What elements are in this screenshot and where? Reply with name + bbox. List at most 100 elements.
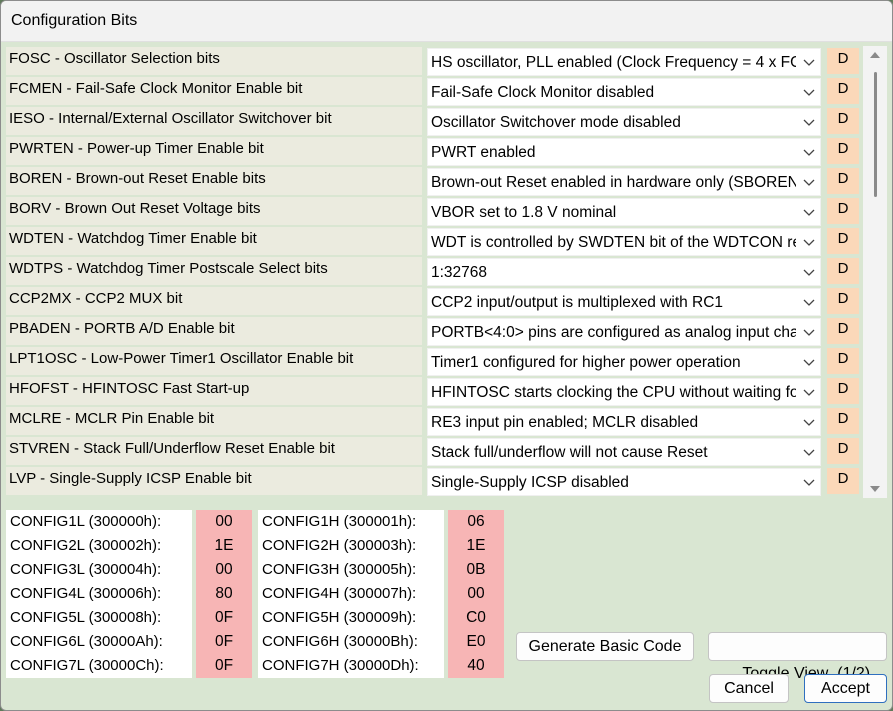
config-register-label: CONFIG1L (300000h): bbox=[10, 513, 162, 530]
config-register-label: CONFIG4H (300007h): bbox=[262, 585, 417, 602]
config-register-value: 0B bbox=[466, 561, 486, 578]
config-register-label: CONFIG1H (300001h): bbox=[262, 513, 417, 530]
chevron-down-icon[interactable] bbox=[802, 325, 816, 339]
scrollbar-thumb[interactable] bbox=[874, 72, 877, 197]
setting-label: PBADEN - PORTB A/D Enable bit bbox=[6, 317, 422, 345]
setting-dropdown[interactable]: Oscillator Switchover mode disabled bbox=[427, 108, 821, 136]
setting-value: 1:32768 bbox=[431, 264, 488, 281]
scroll-down-icon[interactable] bbox=[870, 486, 880, 492]
setting-dropdown[interactable]: PORTB<4:0> pins are configured as analog… bbox=[427, 318, 821, 346]
default-flag: D bbox=[827, 318, 859, 344]
setting-row: STVREN - Stack Full/Underflow Reset Enab… bbox=[6, 436, 866, 466]
chevron-down-icon[interactable] bbox=[802, 355, 816, 369]
setting-dropdown[interactable]: Brown-out Reset enabled in hardware only… bbox=[427, 168, 821, 196]
config-register-value: 1E bbox=[214, 537, 234, 554]
setting-value: VBOR set to 1.8 V nominal bbox=[431, 204, 617, 221]
window-title: Configuration Bits bbox=[11, 12, 138, 29]
config-register-label: CONFIG7H (30000Dh): bbox=[262, 657, 419, 674]
settings-scrollbar[interactable] bbox=[863, 46, 887, 498]
setting-dropdown[interactable]: WDT is controlled by SWDTEN bit of the W… bbox=[427, 228, 821, 256]
config-register-label: CONFIG6L (30000Ah): bbox=[10, 633, 163, 650]
config-register-value: E0 bbox=[466, 633, 486, 650]
setting-dropdown[interactable]: Stack full/underflow will not cause Rese… bbox=[427, 438, 821, 466]
config-register-value: 80 bbox=[215, 585, 233, 602]
chevron-down-icon[interactable] bbox=[802, 475, 816, 489]
config-register-value: 00 bbox=[467, 585, 485, 602]
chevron-down-icon[interactable] bbox=[802, 445, 816, 459]
setting-dropdown[interactable]: Single-Supply ICSP disabled bbox=[427, 468, 821, 496]
setting-row: HFOFST - HFINTOSC Fast Start-up HFINTOSC … bbox=[6, 376, 866, 406]
setting-value: PORTB<4:0> pins are configured as analog… bbox=[431, 324, 796, 341]
setting-value: HFINTOSC starts clocking the CPU without… bbox=[431, 384, 796, 401]
config-low-labels: CONFIG1L (300000h): CONFIG2L (300002h): CO… bbox=[6, 510, 192, 678]
setting-label: FCMEN - Fail-Safe Clock Monitor Enable b… bbox=[6, 77, 422, 105]
setting-row: BORV - Brown Out Reset Voltage bits VBOR … bbox=[6, 196, 866, 226]
config-register-value: 0F bbox=[214, 609, 234, 626]
setting-label: HFOFST - HFINTOSC Fast Start-up bbox=[6, 377, 422, 405]
setting-dropdown[interactable]: PWRT enabled bbox=[427, 138, 821, 166]
chevron-down-icon[interactable] bbox=[802, 235, 816, 249]
setting-value: Oscillator Switchover mode disabled bbox=[431, 114, 681, 131]
setting-dropdown[interactable]: HS oscillator, PLL enabled (Clock Freque… bbox=[427, 48, 821, 76]
config-register-label: CONFIG5H (300009h): bbox=[262, 609, 417, 626]
setting-dropdown[interactable]: 1:32768 bbox=[427, 258, 821, 286]
setting-row: WDTPS - Watchdog Timer Postscale Select … bbox=[6, 256, 866, 286]
setting-row: FOSC - Oscillator Selection bits HS oscil… bbox=[6, 46, 866, 76]
setting-row: MCLRE - MCLR Pin Enable bit RE3 input pin… bbox=[6, 406, 866, 436]
default-flag: D bbox=[827, 168, 859, 194]
setting-value: PWRT enabled bbox=[431, 144, 536, 161]
setting-row: PBADEN - PORTB A/D Enable bit PORTB<4:0> … bbox=[6, 316, 866, 346]
generate-basic-code-button[interactable]: Generate Basic Code bbox=[516, 632, 694, 661]
title-bar: Configuration Bits bbox=[1, 1, 892, 42]
setting-row: FCMEN - Fail-Safe Clock Monitor Enable b… bbox=[6, 76, 866, 106]
chevron-down-icon[interactable] bbox=[802, 295, 816, 309]
setting-label: STVREN - Stack Full/Underflow Reset Enab… bbox=[6, 437, 422, 465]
chevron-down-icon[interactable] bbox=[802, 205, 816, 219]
config-register-value: 00 bbox=[215, 513, 233, 530]
config-register-value: 0F bbox=[214, 657, 234, 674]
setting-label: IESO - Internal/External Oscillator Swit… bbox=[6, 107, 422, 135]
chevron-down-icon[interactable] bbox=[802, 55, 816, 69]
scroll-up-icon[interactable] bbox=[870, 52, 880, 58]
setting-dropdown[interactable]: HFINTOSC starts clocking the CPU without… bbox=[427, 378, 821, 406]
chevron-down-icon[interactable] bbox=[802, 415, 816, 429]
config-register-value: C0 bbox=[466, 609, 486, 626]
chevron-down-icon[interactable] bbox=[802, 85, 816, 99]
config-register-label: CONFIG6H (30000Bh): bbox=[262, 633, 418, 650]
default-flag: D bbox=[827, 288, 859, 314]
cancel-button[interactable]: Cancel bbox=[709, 674, 789, 703]
accept-button[interactable]: Accept bbox=[804, 674, 887, 703]
toggle-view-button[interactable]: Toggle View (1/2) bbox=[708, 632, 887, 682]
setting-row: WDTEN - Watchdog Timer Enable bit WDT is … bbox=[6, 226, 866, 256]
setting-dropdown[interactable]: Timer1 configured for higher power opera… bbox=[427, 348, 821, 376]
default-flag: D bbox=[827, 408, 859, 434]
setting-row: CCP2MX - CCP2 MUX bit CCP2 input/output i… bbox=[6, 286, 866, 316]
setting-label: LPT1OSC - Low-Power Timer1 Oscillator En… bbox=[6, 347, 422, 375]
config-high-labels: CONFIG1H (300001h): CONFIG2H (300003h): CO… bbox=[258, 510, 444, 678]
setting-label: WDTPS - Watchdog Timer Postscale Select … bbox=[6, 257, 422, 285]
chevron-down-icon[interactable] bbox=[802, 265, 816, 279]
chevron-down-icon[interactable] bbox=[802, 115, 816, 129]
setting-value: Single-Supply ICSP disabled bbox=[431, 474, 629, 491]
config-register-label: CONFIG4L (300006h): bbox=[10, 585, 162, 602]
setting-dropdown[interactable]: Fail-Safe Clock Monitor disabled bbox=[427, 78, 821, 106]
setting-row: PWRTEN - Power-up Timer Enable bit PWRT e… bbox=[6, 136, 866, 166]
config-register-label: CONFIG2H (300003h): bbox=[262, 537, 417, 554]
setting-label: BOREN - Brown-out Reset Enable bits bbox=[6, 167, 422, 195]
setting-dropdown[interactable]: CCP2 input/output is multiplexed with RC… bbox=[427, 288, 821, 316]
config-register-label: CONFIG3H (300005h): bbox=[262, 561, 417, 578]
chevron-down-icon[interactable] bbox=[802, 175, 816, 189]
chevron-down-icon[interactable] bbox=[802, 145, 816, 159]
config-register-value: 0F bbox=[214, 633, 234, 650]
config-register-value: 06 bbox=[467, 513, 485, 530]
setting-value: RE3 input pin enabled; MCLR disabled bbox=[431, 414, 699, 431]
chevron-down-icon[interactable] bbox=[802, 385, 816, 399]
config-register-label: CONFIG5L (300008h): bbox=[10, 609, 162, 626]
setting-dropdown[interactable]: VBOR set to 1.8 V nominal bbox=[427, 198, 821, 226]
default-flag: D bbox=[827, 438, 859, 464]
default-flag: D bbox=[827, 198, 859, 224]
setting-value: Brown-out Reset enabled in hardware only… bbox=[431, 174, 796, 191]
setting-dropdown[interactable]: RE3 input pin enabled; MCLR disabled bbox=[427, 408, 821, 436]
default-flag: D bbox=[827, 228, 859, 254]
